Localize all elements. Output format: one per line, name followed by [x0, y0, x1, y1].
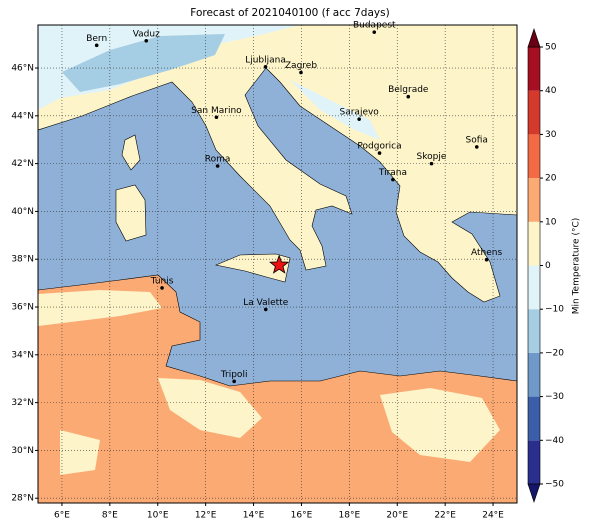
cold-area [38, 25, 300, 110]
city-dot [160, 286, 164, 290]
city-label: Tripoli [220, 370, 248, 380]
colorbar-bin [528, 265, 540, 310]
colorbar-over [527, 28, 541, 48]
city-dot [406, 94, 411, 99]
colorbar-tick-label: −30 [545, 392, 564, 402]
colorbar-tick-label: 30 [545, 130, 557, 140]
y-tick-label: 42°N [11, 159, 34, 169]
city-label: Sofia [466, 135, 488, 145]
x-tick-label: 14°E [243, 511, 265, 521]
corsica [121, 134, 141, 171]
colorbar-bin [528, 352, 540, 397]
city-dot [474, 145, 479, 149]
colorbar-bin [528, 178, 540, 222]
city-dot [429, 161, 434, 166]
city-label: Budapest [353, 21, 396, 31]
city-dot [232, 379, 236, 384]
x-tick-label: 8°E [102, 511, 118, 521]
x-tick-label: 24°E [482, 511, 504, 521]
colorbar-bin [528, 90, 540, 135]
warm-blob [380, 388, 500, 462]
city-dot [484, 257, 489, 262]
city-dot [299, 70, 303, 75]
city-label: Zagreb [285, 61, 317, 71]
balkan-cold [290, 80, 380, 140]
title: Forecast of 2021040100 (f acc 7days) [190, 7, 389, 19]
x-tick-label: 22°E [434, 511, 456, 521]
city-label: Sarajevo [340, 108, 380, 118]
city-dot [215, 164, 220, 168]
x-tick-label: 18°E [339, 511, 361, 521]
city-dot [377, 151, 382, 155]
y-tick-label: 38°N [11, 255, 34, 265]
colorbar-under [527, 483, 541, 503]
y-tick-label: 28°N [11, 494, 34, 504]
colorbar-bin [528, 221, 540, 266]
city-label: Belgrade [388, 85, 429, 95]
colorbar-bin [528, 309, 540, 353]
warm-blob [158, 378, 262, 438]
colorbar-label: Min Temperature (°C) [572, 218, 582, 315]
y-tick-label: 36°N [11, 303, 34, 313]
y-tick-label: 40°N [11, 207, 34, 217]
x-tick-label: 6°E [54, 511, 70, 521]
y-tick-label: 32°N [11, 398, 34, 408]
city-label: Tunis [150, 276, 174, 286]
map-frame [37, 24, 518, 504]
city-dot [263, 307, 268, 312]
colorbar-bin [528, 134, 540, 179]
city-label: San Marino [191, 106, 242, 116]
city-dot [391, 177, 395, 182]
colorbar-tick-label: −20 [545, 348, 564, 358]
sardinia [115, 184, 147, 242]
city-label: Podgorica [357, 142, 401, 152]
colorbar-tick-label: −10 [545, 305, 564, 315]
colorbar-tick-label: 0 [545, 261, 551, 271]
colorbar-tick-label: 10 [545, 217, 557, 227]
colorbar-tick-label: −50 [545, 480, 564, 490]
x-tick-label: 16°E [291, 511, 313, 521]
grid [38, 25, 517, 503]
y-tick-label: 30°N [11, 446, 34, 456]
city-dot [263, 65, 268, 69]
colorbar-bin [528, 440, 540, 484]
city-label: Tirana [378, 168, 407, 178]
city-label: Skopje [417, 152, 447, 162]
warm-band [38, 290, 162, 326]
y-tick-label: 44°N [11, 111, 34, 121]
alps-area [62, 34, 225, 92]
city-dot [357, 117, 361, 121]
city-label: La Valette [243, 298, 288, 308]
sicily [214, 253, 291, 283]
city-label: Ljubljana [245, 55, 286, 65]
y-tick-label: 46°N [11, 64, 34, 74]
colorbar-tick-label: −40 [545, 436, 564, 446]
city-label: Athens [471, 248, 502, 258]
colorbar-tick-label: 20 [545, 174, 557, 184]
city-dot [372, 30, 377, 34]
city-dot [214, 115, 219, 120]
colorbar-bin [528, 396, 540, 441]
warm-blob [60, 430, 100, 475]
x-tick-label: 10°E [147, 511, 169, 521]
x-tick-label: 12°E [195, 511, 217, 521]
city-dot [94, 43, 99, 48]
city-label: Roma [205, 155, 231, 165]
x-tick-label: 20°E [386, 511, 408, 521]
colorbar-bin [528, 47, 540, 91]
colorbar-tick-label: 50 [545, 43, 557, 53]
colorbar-tick-label: 40 [545, 86, 557, 96]
city-label: Bern [86, 34, 107, 44]
colorbar: −50 −40 −30 −20 −10 0 10 20 30 40 50 [527, 28, 564, 503]
event-marker [269, 254, 290, 274]
city-label: Vaduz [133, 29, 160, 39]
y-tick-label: 34°N [11, 350, 34, 360]
city-dot [144, 38, 149, 43]
